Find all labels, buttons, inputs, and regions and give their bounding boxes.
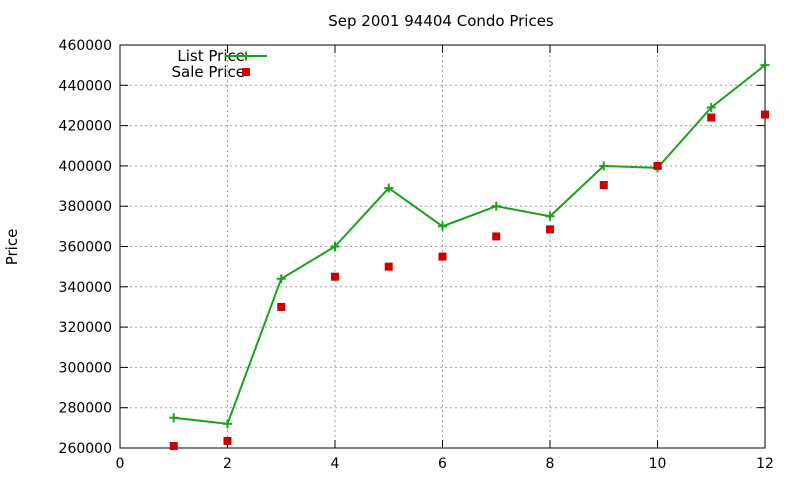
sale-price-point	[277, 302, 286, 311]
list-price-point	[223, 419, 232, 429]
legend-square-marker	[242, 68, 250, 76]
y-tick-label: 360000	[59, 240, 112, 256]
y-tick-label: 300000	[59, 360, 112, 376]
sale-price-point	[707, 113, 716, 122]
x-tick-label: 4	[331, 456, 340, 472]
list-price-point	[491, 201, 501, 211]
list-price-point	[545, 211, 555, 221]
sale-price-point	[653, 161, 662, 170]
y-tick-label: 260000	[59, 441, 112, 457]
chart-title: Sep 2001 94404 Condo Prices	[328, 12, 554, 30]
grid-lines	[120, 45, 765, 448]
x-tick-label: 6	[438, 456, 447, 472]
y-axis-label: Price	[3, 229, 21, 266]
plot-frame	[119, 44, 766, 449]
x-tick-label: 2	[223, 456, 232, 472]
list-price-point	[169, 413, 179, 423]
y-tick-label: 460000	[59, 38, 112, 54]
x-tick-label: 0	[116, 456, 125, 472]
list-price-point	[438, 221, 447, 231]
sale-price-point	[169, 441, 178, 450]
y-tick-label: 380000	[59, 199, 112, 215]
list-price-line	[173, 64, 766, 425]
sale-price-point	[761, 110, 769, 119]
y-tick-label: 320000	[59, 320, 112, 336]
sale-price-point	[438, 252, 447, 261]
legend-label: List Price	[177, 47, 245, 65]
legend-label: Sale Price	[172, 63, 245, 81]
list-price-point	[706, 102, 716, 112]
x-tick-label: 8	[546, 456, 555, 472]
y-tick-label: 420000	[59, 119, 112, 135]
list-price-point	[599, 161, 609, 171]
sale-price-point	[223, 436, 232, 445]
legend-plus-marker	[241, 51, 251, 61]
list-price-point	[384, 183, 394, 193]
axis-ticks: 260000 280000 300000 320000 340000 360000 3800…	[59, 38, 774, 472]
sale-price-point	[384, 262, 393, 271]
y-tick-label: 400000	[59, 159, 112, 175]
sale-price-point	[546, 225, 554, 234]
y-tick-label: 340000	[59, 280, 112, 296]
y-tick-label: 280000	[59, 401, 112, 417]
sale-price-point	[599, 181, 608, 190]
sale-price-point	[331, 272, 339, 281]
series-layer	[169, 60, 770, 450]
y-tick-label: 440000	[59, 78, 112, 94]
x-tick-label: 12	[756, 456, 774, 472]
x-tick-label: 10	[649, 456, 667, 472]
list-price-point	[330, 242, 340, 251]
sale-price-point	[492, 232, 501, 241]
list-price-point	[276, 274, 286, 284]
list-price-point	[760, 60, 770, 70]
